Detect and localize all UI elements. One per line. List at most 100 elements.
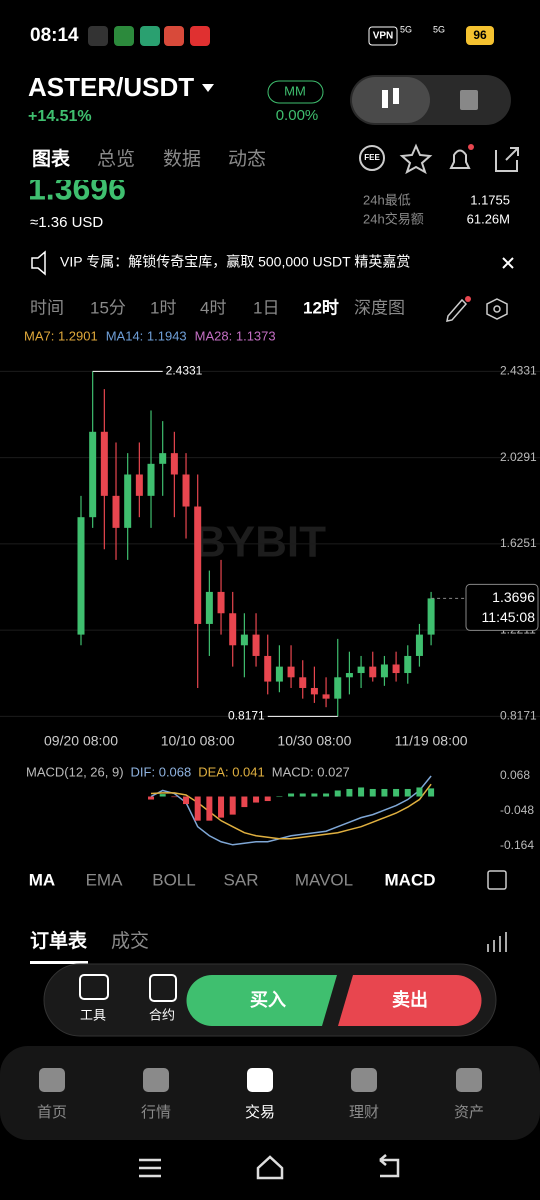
- indicator-tab[interactable]: BOLL: [152, 870, 195, 889]
- candle-body: [229, 613, 237, 646]
- legend-entry: MACD: 0.027: [272, 764, 350, 779]
- nav-label[interactable]: 资产: [454, 1104, 484, 1121]
- candle-body: [124, 474, 132, 528]
- macd-bar: [416, 787, 423, 797]
- nav-icon[interactable]: [351, 1068, 377, 1092]
- tools-icon[interactable]: [79, 974, 109, 1000]
- tab-underline: [30, 961, 88, 964]
- candle-body: [415, 634, 423, 656]
- order-tab[interactable]: 成交: [111, 930, 149, 952]
- x-tick-label: 10/10 08:00: [161, 733, 235, 749]
- tab[interactable]: 图表: [32, 147, 71, 170]
- pair-dropdown[interactable]: [202, 84, 214, 92]
- back-button[interactable]: [379, 1154, 400, 1178]
- interval[interactable]: 1时: [150, 298, 176, 317]
- interval[interactable]: 深度图: [354, 298, 405, 317]
- interval[interactable]: 时间: [30, 298, 64, 317]
- stat-value: 61.26M: [467, 211, 510, 226]
- price-clip: 1.3696: [28, 180, 126, 206]
- indicator-tab[interactable]: MA: [29, 870, 55, 889]
- nav-icon[interactable]: [143, 1068, 169, 1092]
- x-tick-label: 11/19 08:00: [395, 733, 468, 749]
- nav-icon[interactable]: [247, 1068, 273, 1092]
- settings-icon[interactable]: [486, 298, 508, 320]
- sell[interactable]: 卖出: [392, 989, 428, 1010]
- nav-icon[interactable]: [39, 1068, 65, 1092]
- macd-bar: [428, 788, 435, 797]
- share-icon[interactable]: [495, 147, 519, 172]
- indicator-tab[interactable]: MAVOL: [295, 870, 353, 889]
- view-toggle-active[interactable]: [352, 77, 430, 123]
- macd-bar: [253, 796, 260, 803]
- pair[interactable]: ASTER/USDT: [28, 72, 194, 102]
- y-tick-label: 2.4331: [500, 364, 537, 378]
- order-tab[interactable]: 订单表: [30, 929, 88, 952]
- network: 5G: [433, 24, 445, 34]
- macd-bar: [381, 788, 388, 797]
- nav-label[interactable]: 理财: [349, 1104, 379, 1121]
- macd-bar: [183, 796, 190, 805]
- banner[interactable]: VIP 专属：解锁传奇宝库，赢取 500,000 USDT 精英嘉赏: [60, 254, 410, 270]
- home-button[interactable]: [256, 1155, 284, 1180]
- tab[interactable]: 数据: [163, 148, 201, 170]
- nav-label[interactable]: 首页: [37, 1104, 67, 1121]
- dot: [468, 144, 474, 150]
- tools[interactable]: 工具: [80, 1007, 106, 1022]
- indicator-tab[interactable]: SAR: [224, 870, 259, 889]
- fee-badge: FEE: [364, 153, 380, 162]
- bottom-nav: [0, 1046, 540, 1140]
- macd-bar: [206, 796, 213, 821]
- status-time: 08:14: [30, 25, 79, 46]
- close-icon[interactable]: [502, 257, 514, 269]
- macd-bar: [369, 788, 376, 797]
- candle-body: [287, 666, 295, 678]
- candle-body: [89, 431, 97, 518]
- interval[interactable]: 15分: [90, 298, 126, 317]
- mm-pill: [267, 80, 324, 104]
- draw-icon[interactable]: [446, 298, 468, 322]
- macd-bar: [323, 793, 330, 797]
- sell-button[interactable]: [338, 975, 482, 1026]
- macd-title: MACD(12, 26, 9): [26, 764, 124, 779]
- indicator-tab[interactable]: MACD: [385, 870, 436, 889]
- alert-icon[interactable]: [449, 149, 471, 169]
- candle-body: [205, 591, 213, 624]
- fee-icon[interactable]: [359, 145, 385, 171]
- macd-bar: [358, 787, 365, 797]
- candle-body: [135, 474, 143, 496]
- battery: [466, 26, 494, 45]
- nav-label[interactable]: 交易: [245, 1103, 275, 1121]
- nav-icon[interactable]: [456, 1068, 482, 1092]
- contract-icon[interactable]: [149, 974, 177, 1002]
- icon: [393, 88, 399, 104]
- contract[interactable]: 合约: [149, 1007, 175, 1022]
- candle-body: [240, 634, 248, 646]
- macd-bar: [171, 796, 178, 798]
- candle-body: [345, 673, 353, 678]
- candle-body: [182, 474, 190, 507]
- tab[interactable]: 动态: [228, 148, 266, 170]
- y-tick-label: 1.6251: [500, 536, 537, 550]
- icon: [382, 90, 388, 108]
- macd-bar: [346, 788, 353, 797]
- min-label: 0.8171: [228, 709, 265, 723]
- buy-button[interactable]: [186, 975, 338, 1026]
- macd-bar: [393, 788, 400, 797]
- menu-button[interactable]: [139, 1158, 161, 1178]
- interval[interactable]: 1日: [253, 298, 279, 317]
- usd-price: ≈1.36 USD: [30, 214, 103, 231]
- macd-bar: [288, 793, 295, 797]
- expand-icon[interactable]: [487, 870, 507, 890]
- interval[interactable]: 4时: [200, 298, 226, 317]
- favorite-icon[interactable]: [399, 143, 433, 175]
- nav-label[interactable]: 行情: [141, 1104, 171, 1121]
- candle-body: [427, 598, 435, 635]
- interval[interactable]: 12时: [303, 298, 339, 317]
- ma-legend: MA28: 1.1373: [195, 328, 276, 343]
- tab[interactable]: 总览: [97, 148, 135, 170]
- indicator-tab[interactable]: EMA: [86, 870, 124, 889]
- change: +14.51%: [28, 108, 92, 125]
- buy[interactable]: 买入: [250, 990, 286, 1010]
- candle-body: [77, 517, 85, 635]
